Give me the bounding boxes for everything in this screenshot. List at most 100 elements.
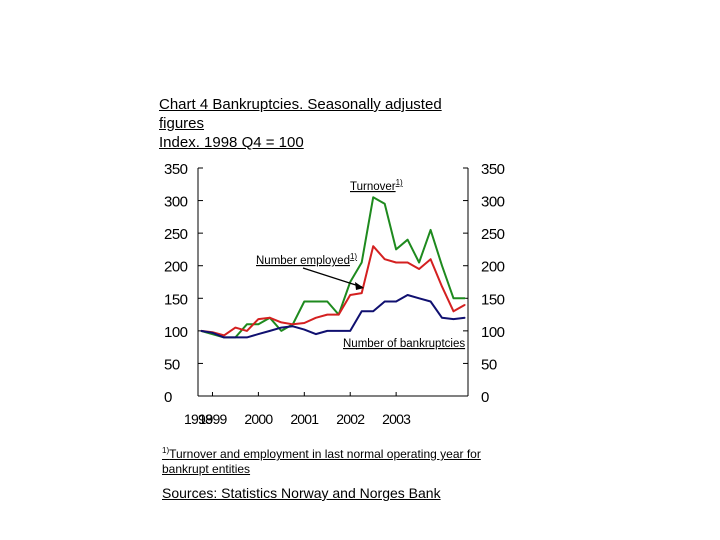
annotation-arrow-line <box>302 267 363 288</box>
data-point-bankruptcies <box>234 336 237 338</box>
data-point-employed <box>234 327 237 329</box>
annotation-sup: 1) <box>396 178 403 187</box>
x-tick-label: 1998 <box>184 411 213 427</box>
data-point-employed <box>418 268 420 270</box>
data-point-turnover <box>349 281 351 283</box>
chart-title-block: Chart 4 Bankruptcies. Seasonally adjuste… <box>159 95 509 152</box>
data-point-employed <box>246 330 248 332</box>
data-point-bankruptcies <box>452 318 455 320</box>
annotation-arrow-head <box>355 282 364 290</box>
data-point-bankruptcies <box>441 317 443 319</box>
data-point-employed <box>326 313 328 316</box>
data-point-bankruptcies <box>361 310 363 312</box>
data-point-employed <box>441 285 443 288</box>
chart-title-cont: figures <box>159 115 205 132</box>
data-point-turnover <box>452 297 455 299</box>
data-point-employed <box>269 317 271 319</box>
y-tick-label-left: 350 <box>164 161 188 178</box>
data-point-bankruptcies <box>418 297 420 299</box>
data-point-turnover <box>407 239 409 241</box>
data-point-turnover <box>372 196 374 198</box>
data-point-turnover <box>395 248 397 251</box>
data-point-employed <box>429 258 432 260</box>
series-line-turnover <box>200 196 465 339</box>
data-point-employed <box>361 292 363 294</box>
data-point-employed <box>407 261 409 264</box>
annotation-label: Number employed1) <box>256 252 357 267</box>
y-tick-label-left: 150 <box>164 291 188 308</box>
y-tick-label-right: 150 <box>481 291 505 308</box>
data-point-bankruptcies <box>338 330 340 332</box>
data-point-turnover <box>315 300 317 303</box>
x-tick-label: 2001 <box>290 411 319 427</box>
series-line-bankruptcies <box>200 294 466 339</box>
data-point-turnover <box>257 323 259 325</box>
data-point-bankruptcies <box>384 300 386 303</box>
data-point-employed <box>303 322 305 324</box>
x-tick-label: 2002 <box>336 411 365 427</box>
data-point-bankruptcies <box>211 332 214 334</box>
data-point-employed <box>338 313 340 316</box>
data-point-bankruptcies <box>200 330 202 332</box>
x-tick-label: 2000 <box>244 411 273 427</box>
annotations: Turnover1) Number employed1) Number of ban… <box>256 178 465 350</box>
data-point-bankruptcies <box>315 333 317 335</box>
data-point-bankruptcies <box>257 333 259 335</box>
y-tick-label-right: 100 <box>481 324 505 341</box>
data-point-bankruptcies <box>269 330 271 332</box>
y-tick-label-left: 200 <box>164 259 188 276</box>
data-point-turnover <box>361 261 363 264</box>
footnote: 1)Turnover and employment in last normal… <box>162 443 502 477</box>
left-y-axis: 0 50 100 150 200 250 300 350 <box>164 161 203 406</box>
data-point-turnover <box>384 203 386 205</box>
data-point-bankruptcies <box>349 330 351 332</box>
y-tick-label-left: 50 <box>164 356 180 373</box>
data-point-turnover <box>326 300 328 303</box>
y-tick-label-left: 100 <box>164 324 188 341</box>
data-point-employed <box>292 323 294 325</box>
data-point-bankruptcies <box>372 310 374 312</box>
y-tick-label-right: 300 <box>481 194 505 211</box>
data-point-employed <box>384 258 386 260</box>
data-point-bankruptcies <box>464 317 466 319</box>
chart-subtitle: Index. 1998 Q4 = 100 <box>159 134 304 151</box>
data-point-bankruptcies <box>407 294 409 296</box>
series-line-employed <box>200 245 466 337</box>
data-point-employed <box>395 261 397 264</box>
data-point-employed <box>452 310 455 312</box>
y-tick-label-left: 250 <box>164 226 188 243</box>
y-tick-label-left: 0 <box>164 389 172 406</box>
data-point-bankruptcies <box>326 330 328 332</box>
data-point-employed <box>372 245 374 247</box>
data-point-employed <box>257 318 259 320</box>
data-point-bankruptcies <box>292 325 294 327</box>
data-point-turnover <box>246 323 248 325</box>
data-point-turnover <box>303 300 305 303</box>
data-point-turnover <box>429 229 432 231</box>
y-tick-label-right: 250 <box>481 226 505 243</box>
data-point-bankruptcies <box>429 300 432 303</box>
x-tick-label: 2003 <box>382 411 411 427</box>
series-lines <box>200 196 466 339</box>
annotation-label: Turnover1) <box>350 178 403 193</box>
chart-title: Chart 4 Bankruptcies. Seasonally adjuste… <box>159 96 442 113</box>
data-point-bankruptcies <box>246 336 248 338</box>
y-tick-label-right: 200 <box>481 259 505 276</box>
data-point-employed <box>280 321 282 323</box>
data-point-turnover <box>418 261 420 264</box>
x-tick-label: 1999 <box>199 411 228 427</box>
data-point-bankruptcies <box>395 300 397 303</box>
sources-note: Sources: Statistics Norway and Norges Ba… <box>162 485 441 501</box>
data-point-employed <box>349 294 351 296</box>
data-point-bankruptcies <box>303 328 305 331</box>
data-point-employed <box>223 334 225 337</box>
y-tick-label-right: 0 <box>481 389 489 406</box>
right-y-axis: 0 50 100 150 200 250 300 350 <box>463 161 505 406</box>
data-point-turnover <box>280 330 282 332</box>
footnote-text: Turnover and employment in last normal o… <box>162 447 481 476</box>
y-tick-label-right: 350 <box>481 161 505 178</box>
data-point-bankruptcies <box>280 327 282 329</box>
y-tick-label-left: 300 <box>164 194 188 211</box>
